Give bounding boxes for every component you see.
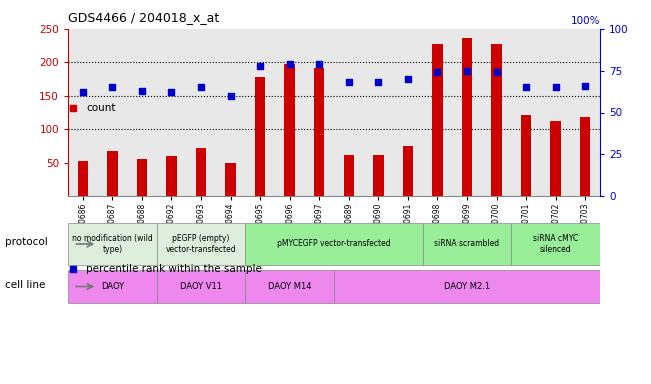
Bar [373,155,383,196]
Point [284,61,295,67]
Bar [284,65,295,196]
Point [580,83,590,89]
Text: pEGFP (empty)
vector-transfected: pEGFP (empty) vector-transfected [166,234,236,254]
Bar [462,38,472,196]
Bar [551,121,561,196]
Text: cell line: cell line [5,280,46,290]
Bar [403,146,413,196]
Bar [432,44,443,196]
Text: percentile rank within the sample: percentile rank within the sample [86,264,262,274]
Text: 100%: 100% [570,16,600,26]
Bar [580,116,590,196]
Point [344,79,354,86]
Point [77,89,88,96]
Point [196,84,206,91]
Point [255,63,266,69]
Text: pMYCEGFP vector-transfected: pMYCEGFP vector-transfected [277,240,391,248]
Point [137,88,147,94]
Bar [225,162,236,196]
Bar [107,151,118,196]
Point [551,84,561,91]
Point [107,84,118,91]
Bar [511,223,600,265]
Bar [68,223,157,265]
Text: count: count [86,103,115,113]
Text: protocol: protocol [5,237,48,247]
Bar [344,155,354,196]
Text: DAOY: DAOY [101,282,124,291]
Point [521,84,531,91]
Text: GDS4466 / 204018_x_at: GDS4466 / 204018_x_at [68,11,219,24]
Bar [334,270,600,303]
Point [225,93,236,99]
Text: siRNA cMYC
silenced: siRNA cMYC silenced [533,234,578,254]
Point [492,70,502,76]
Bar [68,270,157,303]
Bar [166,156,176,196]
Point [432,70,443,76]
Bar [255,77,266,196]
Bar [521,114,531,196]
Bar [157,270,245,303]
Point [166,89,176,96]
Bar [137,159,147,196]
Point [403,76,413,82]
Bar [77,161,88,196]
Point [314,61,324,67]
Point [373,79,383,86]
Point [462,68,472,74]
Bar [157,223,245,265]
Bar [422,223,511,265]
Bar [245,223,422,265]
Bar [314,68,324,196]
Text: no modification (wild
type): no modification (wild type) [72,234,153,254]
Text: DAOY M14: DAOY M14 [268,282,311,291]
Bar [492,44,502,196]
Text: DAOY M2.1: DAOY M2.1 [444,282,490,291]
Bar [245,270,334,303]
Text: DAOY V11: DAOY V11 [180,282,222,291]
Bar [196,148,206,196]
Text: siRNA scrambled: siRNA scrambled [434,240,499,248]
